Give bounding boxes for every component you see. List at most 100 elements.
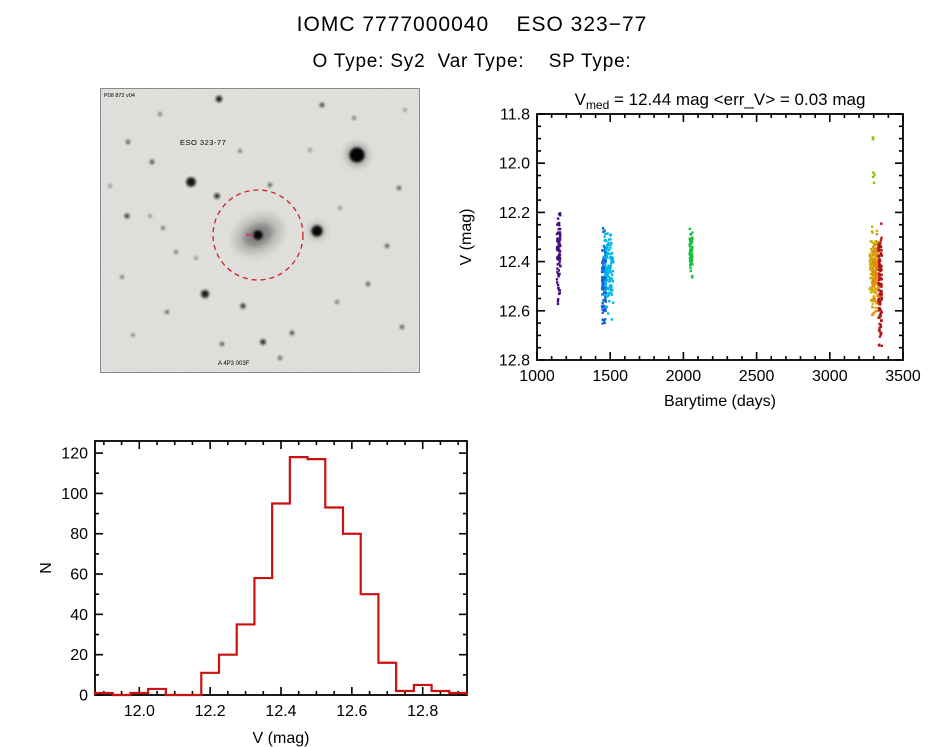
data-point [688,251,691,255]
data-point [869,240,872,243]
y-tick-label: 20 [70,647,88,664]
data-point [607,264,611,268]
data-point [877,281,880,285]
data-point [600,270,604,273]
y-tick-label: 80 [70,526,88,543]
data-point [601,227,605,230]
lightcurve-xlabel: Barytime (days) [664,393,776,410]
data-point [878,261,881,265]
data-point [608,300,611,303]
data-point [604,271,608,274]
data-point [556,223,559,226]
data-point [603,229,606,232]
data-point [871,262,875,265]
data-point [878,295,881,298]
x-tick-label: 12.8 [407,703,438,720]
star [240,303,246,309]
data-point [871,282,874,285]
data-point [556,270,559,274]
data-point [556,248,559,251]
data-point [871,250,874,253]
data-point [869,299,873,302]
data-point [872,259,875,262]
star [214,193,220,199]
data-point [600,305,604,308]
data-point [872,257,875,260]
star [352,116,356,120]
data-point [879,248,882,252]
data-point [557,286,560,290]
data-point [877,286,880,289]
lightcurve-title: Vmed = 12.44 mag <err_V> = 0.03 mag [575,90,866,112]
data-point [558,252,561,256]
data-point [877,306,880,310]
data-point [880,236,883,239]
data-point [607,291,610,295]
data-point [877,268,881,271]
data-point [691,236,694,239]
data-point [603,256,607,259]
x-tick-label: 12.2 [195,703,226,720]
data-point [870,276,874,279]
data-point [690,258,693,262]
data-point [607,275,610,278]
data-point [557,244,561,248]
data-point [601,285,604,289]
data-point [556,302,560,306]
data-point [876,294,880,298]
data-point [878,289,881,292]
y-tick-label: 100 [61,486,88,503]
data-point [878,326,881,330]
data-point [874,280,877,283]
data-point [610,261,613,264]
data-point [875,302,879,305]
data-point [558,258,561,262]
data-point [607,238,611,241]
data-point [607,241,610,244]
data-point [605,267,608,270]
data-point [604,300,607,303]
data-point [872,242,876,245]
data-point [559,265,562,268]
data-point [600,287,604,290]
data-point [607,312,610,315]
data-point [601,282,604,285]
data-point [871,299,874,302]
data-point [688,253,692,256]
data-point [557,224,561,227]
data-point [870,257,873,260]
data-point [601,261,604,264]
data-point [601,293,604,296]
y-tick-label: 12.8 [499,353,530,370]
data-point [874,306,877,310]
data-point [609,246,612,249]
data-point [555,281,559,284]
x-tick-label: 3000 [812,368,848,385]
page-title: IOMC 7777000040 ESO 323−77 [296,13,648,36]
data-point [878,265,881,268]
data-point [557,231,561,235]
y-tick-label: 12.4 [499,254,530,271]
data-point [601,266,604,269]
x-tick-label: 12.6 [336,703,367,720]
data-point [689,242,693,245]
data-point [558,212,561,216]
data-point [879,241,882,244]
data-point [877,298,881,301]
data-point [871,271,875,275]
data-point [689,255,692,258]
data-point [602,230,605,234]
star [161,226,165,230]
data-point [609,284,612,287]
plot-frame [94,440,468,696]
data-point [558,240,561,243]
x-tick-label: 3500 [885,368,921,385]
data-point [871,138,875,141]
data-point [874,281,877,285]
data-point [610,258,613,261]
data-point [558,261,561,264]
data-point [878,276,881,279]
data-point [877,255,880,258]
data-point [689,261,692,264]
data-point [878,335,882,338]
